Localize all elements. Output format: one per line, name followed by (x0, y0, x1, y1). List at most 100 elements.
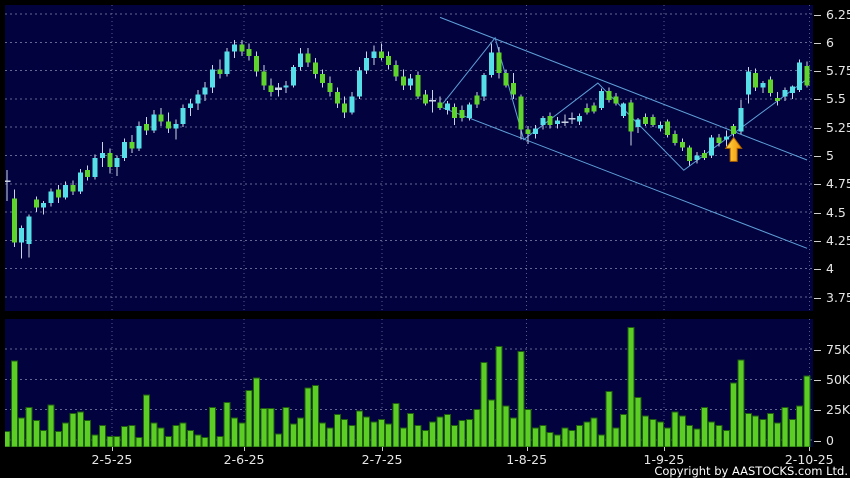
candle-down (731, 126, 737, 134)
candle-down (342, 103, 348, 113)
volume-bar (128, 424, 136, 447)
volume-bar (231, 417, 239, 447)
axis-tick-mark (814, 42, 821, 44)
volume-axis-label: 0 (814, 433, 834, 448)
price-axis-label-text: 5.25 (826, 119, 850, 135)
volume-bar (678, 415, 686, 447)
volume-bar (10, 360, 18, 447)
time-axis-label: 1-8-25 (506, 452, 548, 467)
buy-signal-arrow-icon (724, 136, 743, 162)
volume-bars-chart[interactable] (5, 319, 813, 447)
candle-down (107, 153, 113, 167)
volume-bar (686, 424, 694, 447)
volume-bar (583, 421, 591, 447)
volume-bar (568, 429, 576, 447)
candle-up (555, 120, 560, 124)
price-chart-panel[interactable] (5, 5, 813, 311)
candle-up (694, 155, 700, 161)
volume-bar (473, 409, 481, 447)
volume-bar (157, 427, 165, 447)
candle-down (305, 53, 311, 63)
candle-up (283, 85, 289, 88)
volume-bar (576, 424, 584, 447)
candle-up (657, 124, 663, 129)
volume-bar (311, 384, 319, 447)
time-axis-tick-mark (244, 447, 246, 451)
volume-bar (407, 412, 415, 447)
volume-bar (708, 421, 716, 447)
candle-up (561, 121, 569, 124)
volume-bar (634, 397, 642, 447)
volume-bar (509, 417, 517, 447)
candle-up (577, 115, 583, 122)
candle-up (599, 90, 605, 108)
volume-bar (194, 434, 202, 447)
price-axis-label: 4.5 (814, 205, 846, 220)
candle-down (584, 107, 590, 113)
volume-bar (62, 422, 70, 447)
candle-down (474, 95, 480, 105)
volume-bar (377, 418, 385, 447)
candle-down (643, 117, 649, 124)
axis-tick-mark (814, 440, 821, 442)
candle-down (327, 83, 333, 93)
candle-up (760, 83, 766, 88)
candle-down (672, 133, 678, 144)
candle-up (532, 128, 538, 134)
axis-tick-mark (814, 14, 821, 16)
candle-up (232, 44, 238, 52)
volume-bar (642, 415, 650, 447)
volume-bar (54, 431, 62, 447)
candle-down (129, 141, 135, 149)
volume-bar (649, 418, 657, 447)
candle-down (246, 49, 252, 56)
candle-down (70, 184, 76, 192)
candle-down (503, 72, 509, 86)
price-axis-label: 4 (814, 261, 834, 276)
volume-bar (443, 414, 451, 447)
axis-tick-mark (814, 297, 821, 299)
candle-up (275, 87, 283, 90)
volume-bar (796, 405, 804, 447)
volume-bar (238, 422, 246, 447)
volume-chart-panel[interactable] (5, 319, 813, 447)
volume-bar (766, 412, 774, 447)
volume-bar (135, 437, 143, 447)
candle-down (613, 96, 619, 104)
candle-down (510, 83, 516, 95)
candle-up (195, 94, 201, 104)
axis-tick-mark (814, 71, 821, 73)
candle-down (11, 198, 17, 243)
time-axis-tick-mark (809, 447, 811, 451)
candle-down (804, 66, 810, 86)
candlestick-chart[interactable] (5, 5, 813, 311)
volume-bar (715, 424, 723, 447)
candle-down (217, 69, 223, 74)
volume-bar (245, 389, 253, 447)
candle-down (701, 153, 707, 158)
volume-axis-label: 25K (814, 402, 850, 417)
volume-bar (656, 421, 664, 447)
axis-tick-mark (814, 184, 821, 186)
time-axis-tick-mark (526, 447, 528, 451)
volume-bar (487, 399, 495, 447)
volume-bar (120, 426, 128, 447)
volume-bar (164, 435, 172, 447)
candle-up (709, 137, 715, 156)
candle-down (767, 79, 773, 94)
candle-up (349, 96, 355, 113)
volume-bar (502, 405, 510, 447)
candle-up (210, 69, 216, 88)
time-axis-tick-mark (111, 447, 113, 451)
price-axis-label-text: 3.75 (826, 289, 850, 305)
volume-bar (355, 410, 363, 447)
candle-down (268, 85, 274, 93)
volume-bar (18, 417, 26, 447)
volume-axis-label: 50K (814, 372, 850, 387)
volume-bar (209, 406, 217, 447)
time-axis-label: 2-6-25 (223, 452, 265, 467)
candle-up (738, 107, 744, 132)
volume-bar (399, 427, 407, 447)
volume-bar (5, 431, 11, 447)
volume-bar (326, 427, 334, 447)
